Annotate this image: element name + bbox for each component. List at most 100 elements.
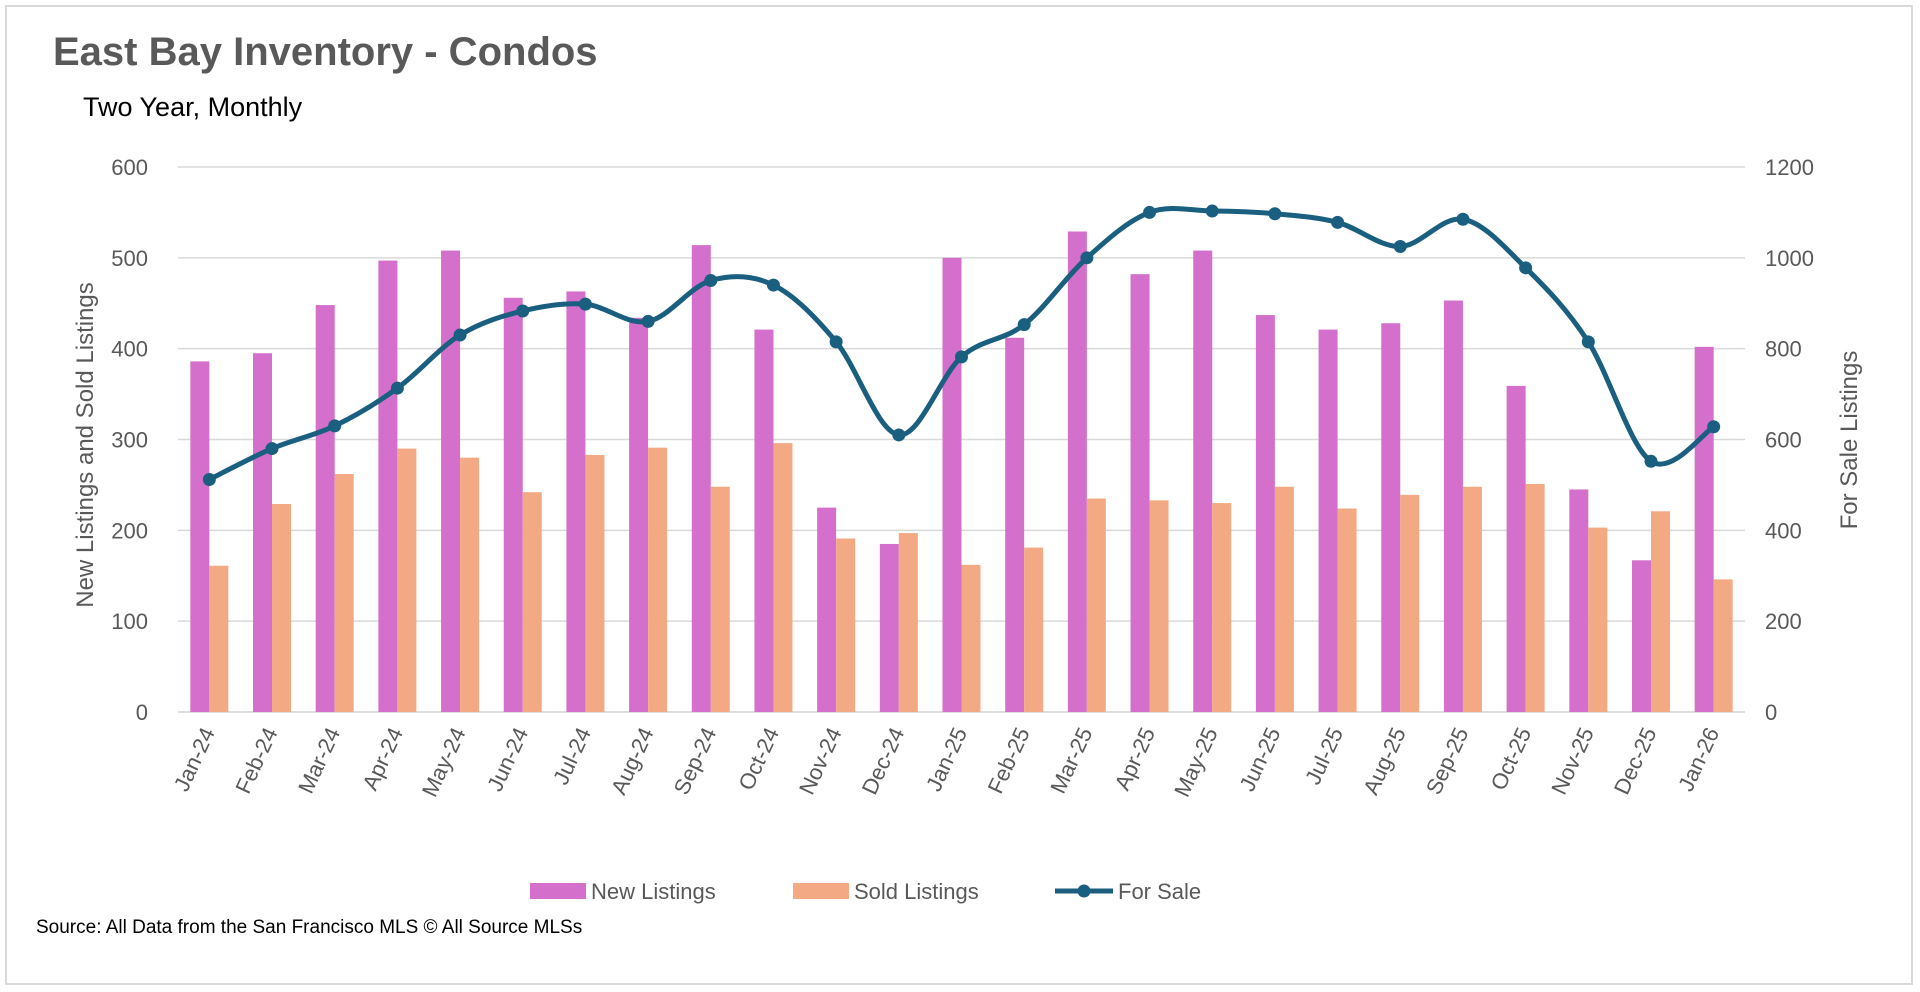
x-tick-label: Aug-24 <box>606 724 659 799</box>
bar-new-listings <box>1443 300 1463 712</box>
bar-new-listings <box>691 245 711 712</box>
left-axis-title: New Listings and Sold Listings <box>72 282 99 608</box>
point-for-sale <box>1393 239 1407 253</box>
bar-new-listings <box>566 291 586 712</box>
x-tick-label: Dec-24 <box>857 724 910 799</box>
bar-new-listings <box>1694 346 1714 712</box>
legend-marker <box>1077 884 1091 898</box>
x-tick-label: Nov-24 <box>794 724 847 799</box>
bar-sold-listings <box>334 474 354 712</box>
bar-sold-listings <box>585 454 605 712</box>
point-for-sale <box>1268 207 1282 221</box>
y-tick-label: 0 <box>136 700 148 725</box>
point-for-sale <box>766 278 780 292</box>
legend-swatch <box>793 883 849 899</box>
right-axis-ticks: 0 200 400 600 800 1000 1200 <box>1765 155 1814 725</box>
line-series <box>202 204 1721 486</box>
y-tick-label: 200 <box>111 518 148 543</box>
bar-sold-listings <box>1588 527 1608 712</box>
y2-tick-label: 600 <box>1765 428 1802 453</box>
chart-title: East Bay Inventory - Condos <box>53 30 598 74</box>
point-for-sale <box>578 297 592 311</box>
point-for-sale <box>704 274 718 288</box>
bar-new-listings <box>1255 315 1275 712</box>
x-tick-label: Feb-24 <box>230 724 282 798</box>
bar-sold-listings <box>1462 486 1482 712</box>
bar-new-listings <box>315 305 335 712</box>
legend-swatch <box>530 883 586 899</box>
bar-new-listings <box>1005 337 1025 712</box>
bar-new-listings <box>1381 323 1401 712</box>
point-for-sale <box>1143 205 1157 219</box>
bar-sold-listings <box>710 486 730 712</box>
x-tick-label: Nov-25 <box>1546 724 1599 799</box>
bar-sold-listings <box>836 538 856 712</box>
point-for-sale <box>1644 454 1658 468</box>
x-tick-label: Jan-25 <box>921 724 972 796</box>
bar-new-listings <box>1631 560 1651 712</box>
bar-sold-listings <box>1650 511 1670 712</box>
left-axis-ticks: 0 100 200 300 400 500 600 <box>111 155 148 725</box>
legend-item: For Sale <box>1055 879 1201 904</box>
bar-sold-listings <box>1274 486 1294 712</box>
bar-new-listings <box>629 317 649 712</box>
bar-new-listings <box>503 297 523 712</box>
legend-item: Sold Listings <box>793 879 979 904</box>
source-note: Source: All Data from the San Francisco … <box>36 917 583 938</box>
bar-new-listings <box>190 361 210 712</box>
bar-sold-listings <box>397 448 417 712</box>
y-tick-label: 600 <box>111 155 148 180</box>
bar-new-listings <box>1067 231 1087 712</box>
x-tick-label: Jul-25 <box>1300 724 1348 789</box>
point-for-sale <box>390 381 404 395</box>
point-for-sale <box>1205 204 1219 218</box>
bar-sold-listings <box>1212 503 1232 712</box>
bar-new-listings <box>1569 489 1589 712</box>
bar-new-listings <box>1193 250 1213 713</box>
bar-new-listings <box>942 257 962 712</box>
x-tick-label: Oct-24 <box>733 724 784 794</box>
x-tick-label: Mar-24 <box>293 724 345 798</box>
bar-sold-listings <box>522 492 542 712</box>
x-tick-label: May-24 <box>417 724 471 801</box>
bar-new-listings <box>253 353 273 712</box>
x-tick-label: Jan-26 <box>1673 724 1724 796</box>
x-tick-label: Mar-25 <box>1045 724 1097 798</box>
point-for-sale <box>1017 318 1031 332</box>
bar-sold-listings <box>1525 484 1545 712</box>
y2-tick-label: 800 <box>1765 337 1802 362</box>
point-for-sale <box>641 314 655 328</box>
point-for-sale <box>516 304 530 318</box>
x-tick-label: May-25 <box>1169 724 1223 801</box>
x-tick-label: Oct-25 <box>1486 724 1537 794</box>
legend-label: New Listings <box>591 879 716 904</box>
point-for-sale <box>1519 261 1533 275</box>
bar-new-listings <box>754 329 774 712</box>
bar-new-listings <box>441 250 461 713</box>
bar-sold-listings <box>1400 494 1420 712</box>
x-tick-label: Sep-25 <box>1421 724 1474 799</box>
point-for-sale <box>1707 420 1721 434</box>
point-for-sale <box>829 335 843 349</box>
bar-sold-listings <box>460 457 480 712</box>
bar-sold-listings <box>1337 508 1357 712</box>
bar-sold-listings <box>209 565 229 712</box>
y-tick-label: 400 <box>111 337 148 362</box>
legend-item: New Listings <box>530 879 716 904</box>
y2-tick-label: 400 <box>1765 518 1802 543</box>
point-for-sale <box>1331 215 1345 229</box>
x-tick-label: Feb-25 <box>983 724 1035 798</box>
x-tick-label: Jun-25 <box>1234 724 1285 796</box>
y2-tick-label: 1000 <box>1765 246 1814 271</box>
chart-subtitle: Two Year, Monthly <box>83 92 303 122</box>
point-for-sale <box>328 419 342 433</box>
y2-tick-label: 1200 <box>1765 155 1814 180</box>
x-tick-label: Jan-24 <box>169 724 220 796</box>
bar-new-listings <box>1506 385 1526 712</box>
bar-sold-listings <box>272 503 292 712</box>
y-tick-label: 500 <box>111 246 148 271</box>
x-tick-label: Aug-25 <box>1358 724 1411 799</box>
x-tick-label: Apr-24 <box>357 724 408 794</box>
bar-new-listings <box>879 543 899 712</box>
